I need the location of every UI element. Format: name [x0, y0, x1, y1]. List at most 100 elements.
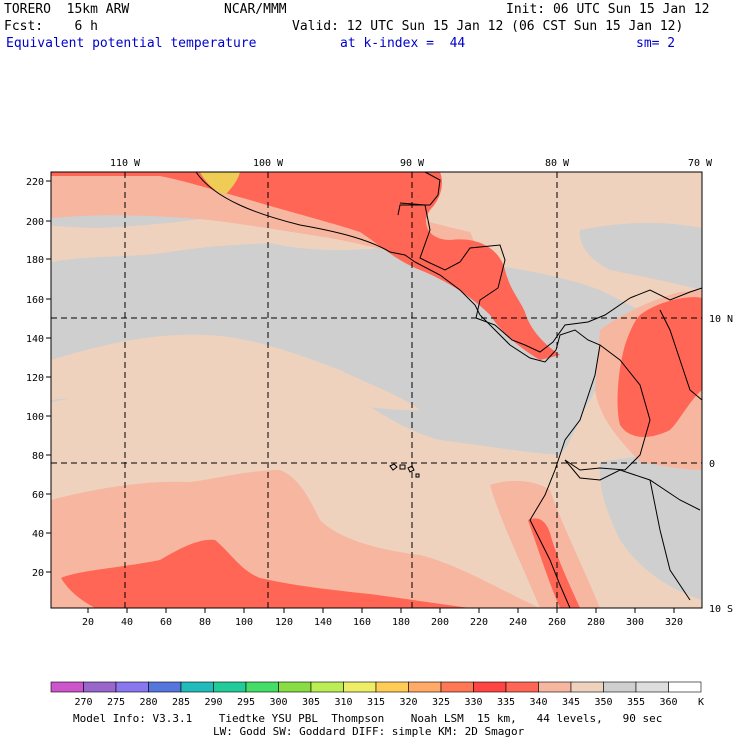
colorbar-cell	[278, 681, 312, 693]
colorbar-cell	[668, 681, 702, 693]
colorbar-cell	[505, 681, 539, 693]
field-345-patch-south	[599, 450, 702, 600]
colorbar-cell	[570, 681, 604, 693]
x-grid-label: 300	[626, 617, 644, 628]
field-name: Equivalent potential temperature	[6, 36, 257, 51]
map-frame	[50, 171, 703, 609]
lon-label: 70 W	[688, 158, 713, 169]
colorbar: 270 275 280 285 290 295 300 305 310 315 …	[50, 681, 704, 708]
colorbar-label: 310	[334, 697, 352, 708]
colorbar-label: 275	[107, 697, 125, 708]
model-title: TORERO 15km ARW	[4, 2, 130, 17]
colorbar-label: 350	[594, 697, 612, 708]
x-grid-label: 20	[82, 617, 94, 628]
border-ecuador-peru	[564, 459, 701, 511]
colorbar-units: K	[698, 697, 704, 708]
x-grid-label: 280	[587, 617, 605, 628]
coast-pacific-centam	[414, 261, 557, 363]
y-grid-label: 60	[32, 490, 44, 501]
colorbar-cell	[213, 681, 247, 693]
colorbar-label: 295	[237, 697, 255, 708]
lon-label: 90 W	[400, 158, 425, 169]
colorbar-cell	[538, 681, 572, 693]
colorbar-label: 315	[367, 697, 385, 708]
field-330-colombia	[617, 297, 702, 437]
colorbar-label: 280	[139, 697, 157, 708]
model-info: Model Info: V3.3.1 Tiedtke YSU PBL Thomp…	[73, 712, 663, 725]
x-grid-label: 80	[199, 617, 211, 628]
field-345-patch-east	[579, 222, 702, 290]
colorbar-label: 335	[497, 697, 515, 708]
grid-ticks	[46, 180, 675, 613]
coastlines	[195, 171, 703, 609]
colorbar-cell	[440, 681, 474, 693]
colorbar-label: 355	[627, 697, 645, 708]
x-grid-label: 200	[431, 617, 449, 628]
coast-guatemala	[399, 202, 631, 353]
colorbar-label: 300	[269, 697, 287, 708]
y-grid-label: 20	[32, 568, 44, 579]
field-330-mexico-yellow	[200, 172, 240, 195]
forecast-hour: Fcst: 6 h	[4, 19, 98, 34]
coast-venezuela	[629, 287, 703, 301]
smoothing-label: sm= 2	[636, 36, 676, 51]
field-335-north	[51, 172, 474, 262]
lon-label: 80 W	[545, 158, 570, 169]
colorbar-label: 270	[74, 697, 92, 708]
x-grid-label: 40	[121, 617, 133, 628]
colorbar-label: 320	[399, 697, 417, 708]
y-grid-label: 140	[26, 334, 44, 345]
colorbar-cell	[375, 681, 409, 693]
colorbar-label: 345	[562, 697, 580, 708]
x-grid-label: 320	[665, 617, 683, 628]
colorbar-cell	[408, 681, 442, 693]
y-grid-label: 100	[26, 412, 44, 423]
colorbar-label: 330	[464, 697, 482, 708]
coast-panama-colombia	[529, 329, 601, 609]
x-grid-label: 120	[275, 617, 293, 628]
colorbar-cell	[603, 681, 637, 693]
colorbar-label: 290	[204, 697, 222, 708]
physics-info: LW: Godd SW: Goddard DIFF: simple KM: 2D…	[213, 725, 525, 738]
coast-yucatan	[397, 171, 441, 216]
lat-label: 10 S	[709, 604, 733, 615]
galapagos	[389, 463, 420, 478]
field-330-central-america	[51, 172, 560, 360]
x-grid-label: 180	[392, 617, 410, 628]
level-label: at k-index = 44	[340, 36, 466, 51]
colorbar-cell	[343, 681, 377, 693]
lon-label: 100 W	[253, 158, 284, 169]
border-peru-brazil	[649, 479, 691, 601]
colorbar-cell	[310, 681, 344, 693]
colorbar-cell	[83, 681, 117, 693]
colorbar-cell	[635, 681, 669, 693]
colorbar-cell	[115, 681, 149, 693]
y-grid-label: 220	[26, 177, 44, 188]
init-time: Init: 06 UTC Sun 15 Jan 12	[506, 2, 710, 17]
y-grid-label: 120	[26, 373, 44, 384]
x-grid-label: 240	[509, 617, 527, 628]
x-grid-label: 260	[548, 617, 566, 628]
colorbar-cell	[50, 681, 84, 693]
lat-label: 10 N	[709, 314, 733, 325]
valid-time: Valid: 12 UTC Sun 15 Jan 12 (06 CST Sun …	[292, 19, 684, 34]
lat-label: 0	[709, 459, 715, 470]
border-colombia-ecuador	[564, 344, 651, 471]
x-grid-label: 60	[160, 617, 172, 628]
colorbar-label: 360	[659, 697, 677, 708]
x-grid-label: 140	[314, 617, 332, 628]
colorbar-label: 325	[432, 697, 450, 708]
y-grid-label: 200	[26, 217, 44, 228]
field-330-peru	[528, 518, 580, 608]
colorbar-cell	[473, 681, 507, 693]
graticule	[51, 172, 702, 608]
y-grid-label: 180	[26, 255, 44, 266]
y-grid-label: 160	[26, 295, 44, 306]
field-330-pacific	[61, 539, 470, 608]
colorbar-cell	[148, 681, 182, 693]
colorbar-label: 285	[172, 697, 190, 708]
x-grid-label: 100	[235, 617, 253, 628]
org-label: NCAR/MMM	[224, 2, 287, 17]
x-grid-label: 220	[470, 617, 488, 628]
